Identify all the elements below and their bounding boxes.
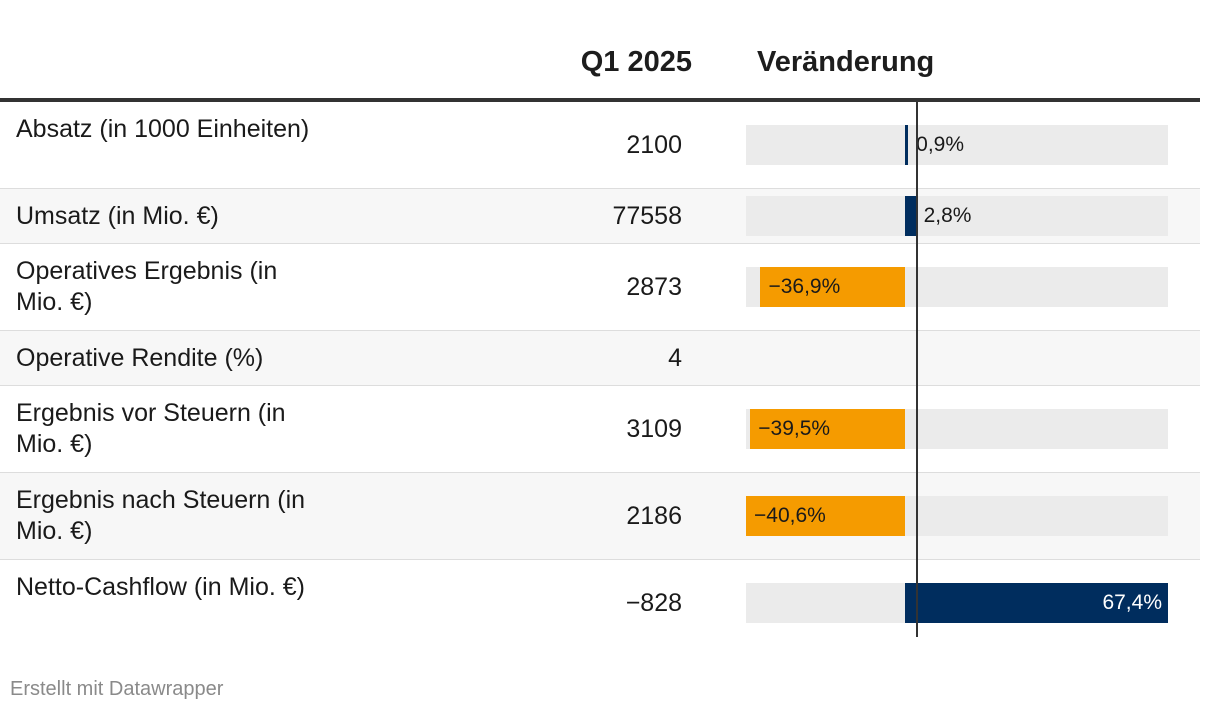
table-row: Absatz (in 1000 Einheiten) 2100 0,9% <box>0 102 1200 189</box>
row-label: Operatives Ergebnis (in Mio. €) <box>16 257 278 316</box>
table-body: Absatz (in 1000 Einheiten) 2100 0,9% Umsatz… <box>0 102 1200 646</box>
table-row: Operatives Ergebnis (in Mio. €) 2873 −36,9… <box>0 244 1200 331</box>
table-row: Ergebnis nach Steuern (in Mio. €) 2186 −40… <box>0 473 1200 560</box>
row-value-q1-2025: 3109 <box>626 414 682 443</box>
change-bar <box>904 583 1168 623</box>
change-bar-track: 2,8% <box>746 196 1168 236</box>
row-label: Operative Rendite (%) <box>16 343 264 372</box>
change-value-label: 2,8% <box>923 204 972 227</box>
change-bar <box>904 125 909 165</box>
change-bar <box>904 196 916 236</box>
change-bar <box>750 409 905 449</box>
column-header-q1-2025: Q1 2025 <box>580 46 692 78</box>
row-label: Netto-Cashflow (in Mio. €) <box>16 573 305 601</box>
row-value-q1-2025: 2100 <box>626 130 682 159</box>
row-label: Ergebnis nach Steuern (in Mio. €) <box>16 486 306 545</box>
row-label: Ergebnis vor Steuern (in Mio. €) <box>16 399 286 458</box>
header-divider <box>0 98 1200 102</box>
change-bar <box>746 496 905 536</box>
row-label: Absatz (in 1000 Einheiten) <box>16 115 310 143</box>
table-row: Operative Rendite (%) 4 <box>0 331 1200 386</box>
data-table: Q1 2025 Veränderung <box>10 26 1210 100</box>
column-header-change: Veränderung <box>757 46 935 78</box>
row-value-q1-2025: 2186 <box>626 501 682 530</box>
change-bar-track: −39,5% <box>746 409 1168 449</box>
table-row: Netto-Cashflow (in Mio. €) −828 67,4% <box>0 560 1200 646</box>
row-value-q1-2025: 4 <box>668 343 682 372</box>
row-label: Umsatz (in Mio. €) <box>16 201 219 230</box>
change-value-label: 0,9% <box>916 133 965 156</box>
change-value-label: −40,6% <box>754 504 826 527</box>
change-bar <box>760 267 905 307</box>
table-row: Umsatz (in Mio. €) 77558 2,8% <box>0 189 1200 244</box>
table-header: Q1 2025 Veränderung <box>10 26 1210 100</box>
row-value-q1-2025: 2873 <box>626 272 682 301</box>
change-value-label: −36,9% <box>768 275 841 298</box>
footer-credit: Erstellt mit Datawrapper <box>10 678 224 700</box>
change-bar-track: −36,9% <box>746 267 1168 307</box>
row-value-q1-2025: 77558 <box>612 201 682 230</box>
zero-axis-line <box>916 100 918 637</box>
change-bar-track: 67,4% <box>746 583 1168 623</box>
change-bar-track: −40,6% <box>746 496 1168 536</box>
change-bar-track: 0,9% <box>746 125 1168 165</box>
row-value-q1-2025: −828 <box>625 588 682 617</box>
change-value-label: 67,4% <box>1102 591 1162 614</box>
table-row: Ergebnis vor Steuern (in Mio. €) 3109 −39,… <box>0 386 1200 473</box>
change-value-label: −39,5% <box>758 417 831 440</box>
